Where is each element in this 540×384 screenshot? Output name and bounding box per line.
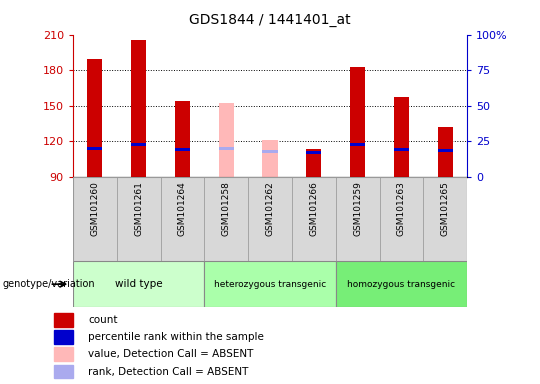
Bar [87, 147, 103, 150]
Bar [350, 66, 365, 177]
Bar [55, 313, 73, 326]
Bar [380, 177, 423, 261]
Bar [394, 97, 409, 177]
Bar [262, 140, 278, 177]
Bar [219, 103, 234, 177]
Bar [175, 101, 190, 177]
Bar [160, 177, 204, 261]
Bar [175, 148, 190, 151]
Bar [87, 60, 103, 177]
Bar [336, 261, 467, 307]
Text: GSM101259: GSM101259 [353, 181, 362, 236]
Bar [204, 177, 248, 261]
Text: GSM101261: GSM101261 [134, 181, 143, 236]
Text: wild type: wild type [115, 279, 163, 289]
Text: GSM101264: GSM101264 [178, 181, 187, 236]
Bar [131, 143, 146, 146]
Text: GSM101260: GSM101260 [90, 181, 99, 236]
Bar [73, 261, 204, 307]
Bar [437, 127, 453, 177]
Bar [117, 177, 160, 261]
Bar [306, 151, 321, 154]
Text: value, Detection Call = ABSENT: value, Detection Call = ABSENT [88, 349, 253, 359]
Text: GSM101258: GSM101258 [222, 181, 231, 236]
Bar [55, 347, 73, 361]
Text: GSM101266: GSM101266 [309, 181, 318, 236]
Text: genotype/variation: genotype/variation [3, 279, 96, 289]
Bar [204, 261, 336, 307]
Bar [423, 177, 467, 261]
Bar [336, 177, 380, 261]
Bar [350, 143, 365, 146]
Bar [219, 147, 234, 150]
Text: GSM101263: GSM101263 [397, 181, 406, 236]
Bar [73, 177, 117, 261]
Text: GSM101265: GSM101265 [441, 181, 450, 236]
Bar [248, 177, 292, 261]
Bar [55, 330, 73, 344]
Bar [437, 149, 453, 152]
Bar [292, 177, 336, 261]
Text: count: count [88, 314, 118, 325]
Bar [394, 148, 409, 151]
Bar [306, 149, 321, 177]
Text: GSM101262: GSM101262 [266, 181, 274, 236]
Text: homozygous transgenic: homozygous transgenic [347, 280, 455, 289]
Text: percentile rank within the sample: percentile rank within the sample [88, 332, 264, 342]
Text: heterozygous transgenic: heterozygous transgenic [214, 280, 326, 289]
Text: rank, Detection Call = ABSENT: rank, Detection Call = ABSENT [88, 366, 248, 377]
Text: GDS1844 / 1441401_at: GDS1844 / 1441401_at [189, 13, 351, 27]
Bar [55, 365, 73, 379]
Bar [131, 40, 146, 177]
Bar [262, 150, 278, 153]
